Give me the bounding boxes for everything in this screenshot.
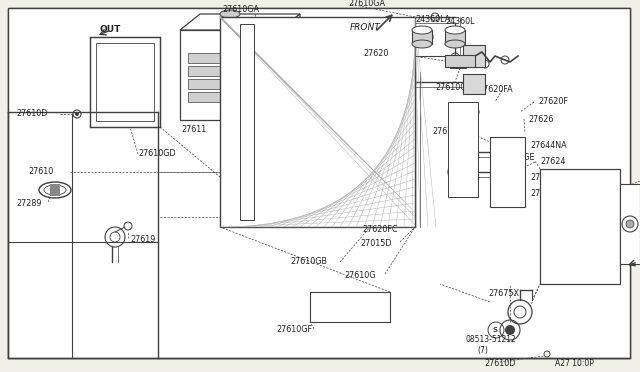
Text: 27675X: 27675X — [488, 289, 519, 298]
Bar — [540, 169, 620, 284]
Ellipse shape — [445, 40, 465, 48]
Text: 27620FB: 27620FB — [432, 128, 467, 137]
Text: 27620FC: 27620FC — [362, 224, 397, 234]
Circle shape — [274, 72, 278, 76]
Ellipse shape — [412, 40, 432, 48]
Bar — [448, 102, 478, 197]
Bar — [50, 184, 60, 196]
Bar — [418, 29, 432, 45]
Circle shape — [472, 109, 477, 115]
Text: 27644N: 27644N — [530, 173, 561, 182]
Text: (7): (7) — [477, 346, 488, 355]
Bar — [463, 45, 485, 67]
Text: 27610GF: 27610GF — [276, 324, 312, 334]
Circle shape — [274, 88, 278, 92]
Bar — [490, 137, 525, 207]
Text: 27644NA: 27644NA — [530, 141, 566, 150]
Polygon shape — [180, 14, 300, 30]
Text: 27611: 27611 — [181, 125, 206, 134]
Text: 27620FA: 27620FA — [478, 86, 513, 94]
Bar — [463, 74, 485, 94]
Text: 27610D: 27610D — [16, 109, 47, 119]
Bar — [180, 30, 280, 120]
Bar — [445, 30, 465, 44]
Text: 08513-51212: 08513-51212 — [465, 336, 516, 344]
Text: 27620F: 27620F — [538, 97, 568, 106]
Ellipse shape — [220, 10, 240, 18]
Text: 27610GB: 27610GB — [290, 257, 327, 266]
Text: OUT: OUT — [100, 26, 122, 35]
Circle shape — [75, 112, 79, 116]
Text: 27610GA: 27610GA — [348, 0, 385, 9]
Text: 27644N: 27644N — [530, 189, 561, 199]
Text: 27619: 27619 — [130, 235, 156, 244]
Text: S: S — [493, 327, 497, 333]
Text: 27610GE: 27610GE — [499, 153, 535, 161]
Text: 27610GD: 27610GD — [138, 150, 175, 158]
Circle shape — [421, 33, 429, 41]
Bar — [620, 184, 640, 264]
Text: FRONT: FRONT — [350, 22, 381, 32]
Circle shape — [505, 325, 515, 335]
Ellipse shape — [412, 26, 432, 34]
Text: 27610GA: 27610GA — [222, 4, 259, 13]
Bar — [445, 55, 475, 67]
Bar — [240, 24, 254, 220]
Bar — [96, 43, 154, 121]
Bar — [310, 292, 390, 322]
Circle shape — [472, 49, 477, 55]
Text: 27624: 27624 — [540, 157, 565, 167]
Text: 27626: 27626 — [528, 115, 554, 124]
Bar — [90, 37, 160, 127]
Text: 24360LA: 24360LA — [415, 16, 450, 25]
Text: 27610GB: 27610GB — [435, 83, 472, 92]
Text: 27610G: 27610G — [344, 272, 376, 280]
Circle shape — [274, 104, 278, 108]
Bar — [450, 56, 466, 68]
Bar — [188, 53, 268, 63]
Text: 24360L: 24360L — [445, 17, 474, 26]
Text: 27610: 27610 — [28, 167, 53, 176]
Bar — [220, 17, 415, 227]
Circle shape — [626, 220, 634, 228]
Bar — [188, 79, 268, 89]
Bar — [412, 30, 432, 44]
Ellipse shape — [39, 182, 71, 198]
Text: 27620: 27620 — [363, 49, 388, 58]
Bar — [188, 92, 268, 102]
Text: 27610D: 27610D — [484, 359, 515, 369]
Bar — [188, 66, 268, 76]
Text: 27289: 27289 — [16, 199, 42, 208]
Ellipse shape — [44, 185, 66, 195]
Ellipse shape — [445, 26, 465, 34]
Polygon shape — [280, 14, 300, 120]
Text: 27015D: 27015D — [360, 240, 392, 248]
Text: A27 10:0P: A27 10:0P — [555, 359, 594, 369]
